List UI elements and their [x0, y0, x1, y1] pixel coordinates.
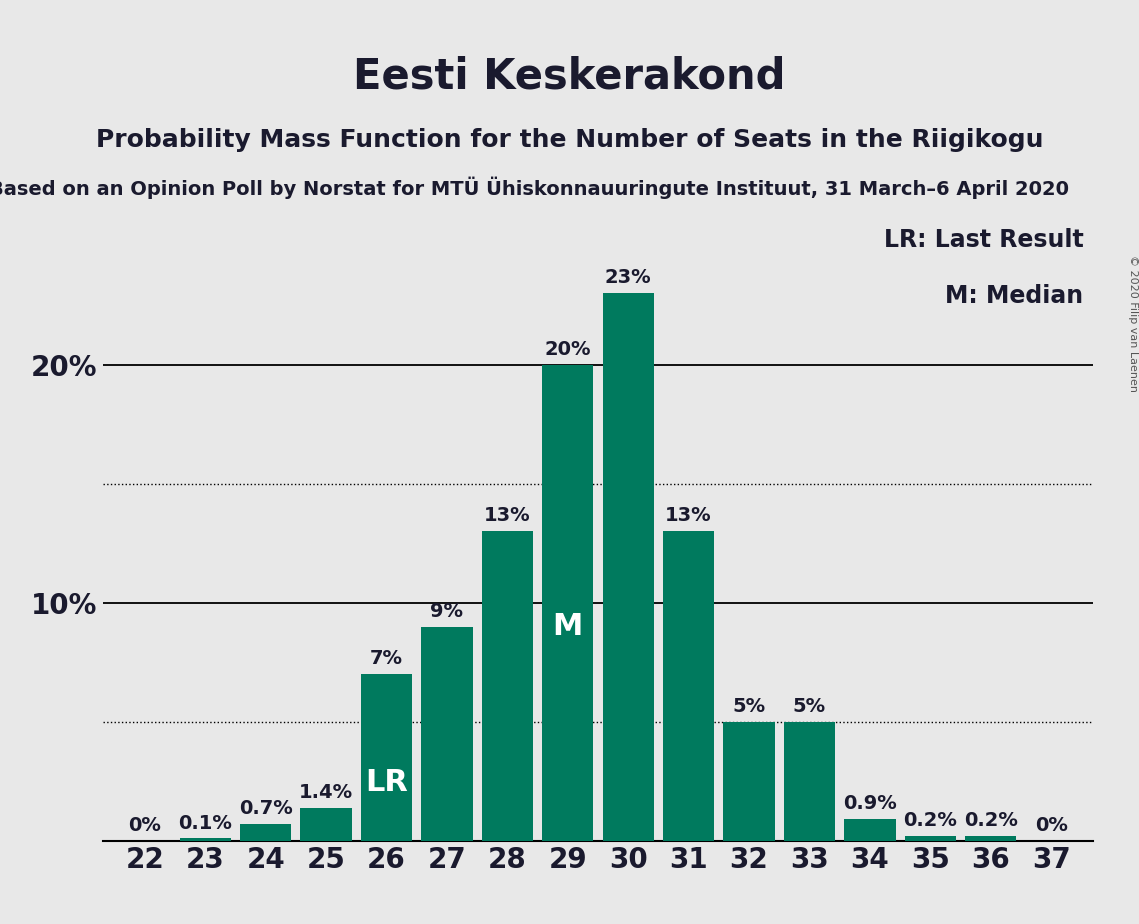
Text: 0.2%: 0.2% [903, 811, 957, 830]
Text: 0.2%: 0.2% [964, 811, 1017, 830]
Bar [421, 626, 473, 841]
Text: 13%: 13% [665, 506, 712, 526]
Bar [844, 820, 895, 841]
Text: Probability Mass Function for the Number of Seats in the Riigikogu: Probability Mass Function for the Number… [96, 128, 1043, 152]
Bar [542, 365, 593, 841]
Text: © 2020 Filip van Laenen: © 2020 Filip van Laenen [1129, 255, 1138, 392]
Text: 5%: 5% [793, 697, 826, 716]
Text: 5%: 5% [732, 697, 765, 716]
Text: 13%: 13% [484, 506, 531, 526]
Text: 20%: 20% [544, 340, 591, 359]
Text: 0.7%: 0.7% [239, 799, 293, 819]
Text: 0.9%: 0.9% [843, 795, 896, 813]
Text: 9%: 9% [431, 602, 464, 621]
Bar [361, 675, 412, 841]
Bar [663, 531, 714, 841]
Bar [301, 808, 352, 841]
Text: 1.4%: 1.4% [300, 783, 353, 801]
Bar [240, 824, 292, 841]
Bar [603, 293, 654, 841]
Text: 0%: 0% [1034, 816, 1067, 835]
Bar [904, 836, 956, 841]
Text: 23%: 23% [605, 268, 652, 287]
Bar [784, 722, 835, 841]
Text: LR: LR [366, 768, 408, 797]
Text: M: Median: M: Median [945, 284, 1083, 308]
Text: Based on an Opinion Poll by Norstat for MTÜ Ühiskonnauuringute Instituut, 31 Mar: Based on an Opinion Poll by Norstat for … [0, 176, 1068, 199]
Text: 7%: 7% [370, 650, 403, 668]
Text: M: M [552, 612, 583, 641]
Text: Eesti Keskerakond: Eesti Keskerakond [353, 55, 786, 97]
Text: 0%: 0% [129, 816, 162, 835]
Bar [180, 838, 231, 841]
Bar [482, 531, 533, 841]
Bar [723, 722, 775, 841]
Text: LR: Last Result: LR: Last Result [884, 228, 1083, 252]
Bar [965, 836, 1016, 841]
Text: 0.1%: 0.1% [179, 813, 232, 833]
